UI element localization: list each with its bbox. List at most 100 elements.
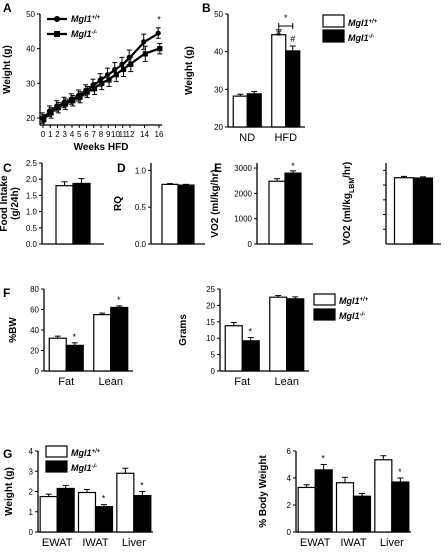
bar-ko: [284, 172, 302, 245]
point-wt: [141, 39, 147, 45]
bar-ko: [391, 481, 410, 533]
y-axis-label: % Body Weight: [258, 455, 269, 528]
x-tick-label: 7: [92, 130, 97, 139]
category-label: Liver: [380, 537, 404, 549]
legend-label: Mgl1-/-: [348, 33, 374, 43]
y-tick-label: 2000: [234, 189, 252, 198]
y-tick-label: 0: [29, 528, 34, 537]
point-ko: [120, 66, 127, 73]
x-axis-label: Weeks HFD: [74, 142, 129, 153]
significance-marker: *: [398, 467, 402, 477]
point-ko: [70, 98, 76, 104]
panel-label: F: [3, 286, 10, 300]
category-label: EWAT: [300, 537, 331, 549]
significance-marker: *: [291, 161, 295, 171]
legend-label: Mgl1+/+: [71, 14, 101, 24]
y-tick-label: 2: [29, 488, 34, 497]
y-tick-label: 5: [211, 351, 216, 360]
y-tick-label: 60: [30, 306, 39, 315]
significance-marker: *: [102, 494, 106, 504]
y-tick-label: 0.0: [135, 240, 147, 249]
legend-swatch: [322, 14, 345, 28]
y-tick-label: 1.0: [26, 208, 38, 217]
legend-label: Mgl1+/+: [348, 18, 378, 28]
panel-g1: 0 1 2 3 4 Weight (g) G EWAT IWAT Liver * * Mgl1+/+ Mg…: [3, 445, 153, 549]
y-tick-label: 2.5: [26, 159, 38, 168]
y-axis-label: Food Intake(g/24h): [0, 175, 21, 232]
panel-d: 0.0 0.5 1.0 RQ D: [113, 161, 205, 249]
bar-wt: [335, 482, 355, 533]
bar-wt: [224, 325, 243, 372]
x-tick-label: 1: [48, 130, 53, 139]
point-ko: [113, 72, 119, 78]
y-tick-label: 20: [214, 123, 223, 132]
y-tick-label: 0.5: [135, 203, 147, 212]
x-tick-label: 14: [140, 130, 149, 139]
x-tick-label: 16: [155, 130, 164, 139]
significance-marker: *: [248, 327, 252, 337]
category-label: Fat: [234, 376, 250, 388]
hash-marker: #: [290, 34, 295, 44]
y-axis-label: %BW: [8, 317, 19, 343]
point-ko: [84, 89, 90, 95]
bar-wt: [55, 185, 74, 245]
significance-marker: *: [72, 332, 76, 342]
y-axis-label: RQ: [113, 196, 124, 211]
y-tick-label: 50: [26, 10, 35, 19]
y-tick-label: 0: [287, 528, 292, 537]
significance-marker: *: [284, 13, 288, 23]
point-ko: [77, 94, 83, 100]
y-axis-label: Grams: [178, 314, 189, 346]
legend-label: Mgl1-/-: [339, 311, 365, 321]
y-tick-label: 80: [30, 285, 39, 294]
category-label: IWAT: [340, 537, 367, 549]
y-tick-label: 0: [35, 367, 40, 376]
y-tick-label: 4: [29, 447, 34, 456]
bar-wt: [77, 491, 97, 533]
bar-ko: [65, 344, 84, 372]
bar-wt: [161, 183, 179, 245]
bar-ko: [56, 487, 75, 533]
point-ko: [157, 46, 163, 52]
point-ko: [106, 77, 112, 83]
x-tick-label: 0: [41, 130, 46, 139]
x-tick-label: 2: [55, 130, 60, 139]
category-label: ND: [239, 132, 255, 144]
x-tick-label: 4: [70, 130, 75, 139]
x-tick-label: 8: [99, 130, 104, 139]
bar-ko: [72, 182, 91, 245]
legend-swatch: [313, 308, 336, 321]
panel-label: A: [3, 1, 12, 15]
bar-wt: [297, 486, 316, 533]
bar-ko: [412, 177, 434, 245]
y-tick-label: 3: [29, 467, 34, 476]
legend-label: Mgl1+/+: [339, 296, 369, 306]
y-tick-label: 6: [287, 447, 292, 456]
panel-e: 0 1000 2000 3000 VO2 (ml/kg/hr)E *: [210, 161, 313, 249]
bar-wt: [116, 472, 135, 533]
category-label: Lean: [99, 376, 123, 388]
bar-ko: [314, 469, 333, 533]
panel-c: 0.0 0.5 1.0 1.5 2.0 2.5 Food Intake(g/24h)C: [0, 159, 104, 249]
y-tick-label: 1.0: [135, 166, 147, 175]
panel-label: C: [3, 161, 12, 175]
bar-wt: [374, 459, 393, 533]
panel-label: B: [202, 1, 211, 15]
y-tick-label: 15: [206, 318, 215, 327]
category-label: Liver: [122, 537, 146, 549]
y-tick-label: 2: [287, 501, 292, 510]
bar-ko: [110, 306, 129, 372]
y-tick-label: 0.5: [26, 224, 38, 233]
panel-f2: 0 5 10 15 20 25 Grams Fat Lean * Mgl1+/+ Mgl1-/-: [178, 285, 369, 388]
bar-ko: [285, 50, 301, 128]
bar-wt: [232, 95, 248, 128]
significance-marker: *: [157, 15, 161, 25]
y-tick-label: 25: [206, 285, 215, 294]
bar-ko: [246, 93, 262, 128]
panel-e2: VO2 (ml/kgLBM/hr): [342, 162, 441, 245]
point-ko: [55, 105, 61, 111]
y-axis-label: Weight (g): [4, 467, 15, 516]
